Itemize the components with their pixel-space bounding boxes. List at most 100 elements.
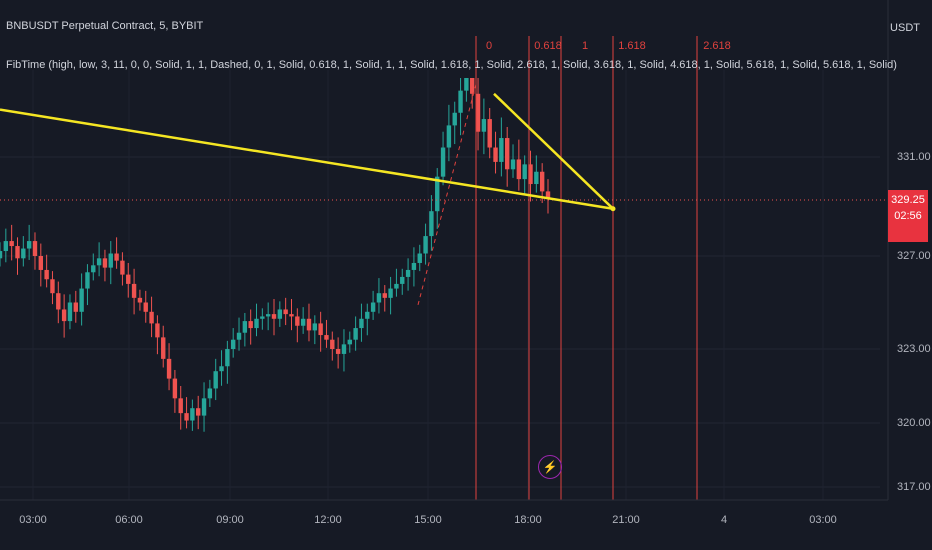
candle-body (295, 316, 300, 326)
candle-body (353, 328, 358, 340)
candle-body (236, 332, 242, 340)
candle-body (528, 164, 533, 185)
candle-body (504, 138, 510, 170)
candle-body (91, 265, 96, 273)
candle-body (32, 241, 38, 256)
candle-body (440, 147, 446, 177)
candle-body (201, 398, 207, 416)
fibtime-study-legend[interactable]: FibTime (high, low, 3, 11, 0, 0, Solid, … (6, 59, 897, 71)
candle-body (38, 256, 44, 270)
time-tick: 03:00 (19, 514, 47, 526)
candle-body (405, 269, 411, 277)
time-tick: 06:00 (115, 514, 143, 526)
candle-body (207, 388, 213, 399)
candle-body (161, 337, 166, 359)
candle-body (225, 349, 230, 367)
candle-body (219, 366, 224, 372)
candle-body (417, 253, 422, 263)
price-tick: 317.00 (897, 481, 931, 493)
candle-body (341, 344, 347, 354)
candle-body (493, 147, 498, 162)
candle-body (330, 339, 335, 349)
candle-body (166, 358, 172, 379)
price-tick: 327.00 (897, 250, 931, 262)
candle-body (475, 93, 481, 132)
currency-label[interactable]: USDT (890, 22, 920, 34)
trendline-long (0, 108, 614, 210)
candle-body (487, 119, 492, 148)
candle-body (324, 335, 329, 340)
candle-body (61, 309, 67, 322)
candle-body (67, 302, 73, 322)
symbol-title[interactable]: BNBUSDT Perpetual Contract, 5, BYBIT (6, 20, 204, 32)
candle-body (230, 339, 236, 349)
candle-body (178, 398, 183, 414)
candle-body (190, 408, 195, 421)
candle-body (300, 318, 306, 326)
candle-body (365, 311, 370, 319)
fib-time-label: 1 (581, 40, 589, 52)
candle-body (335, 349, 341, 354)
time-tick: 09:00 (216, 514, 244, 526)
candle-body (44, 269, 49, 280)
candle-body (499, 138, 504, 162)
candle-body (213, 371, 218, 389)
candle-body (50, 279, 55, 294)
candle-body (143, 302, 148, 312)
candle-body (137, 297, 143, 303)
candle-body (102, 258, 108, 268)
fib-time-label: 0 (485, 40, 493, 52)
candle-body (248, 321, 253, 329)
candle-body (545, 191, 551, 199)
price-tick: 323.00 (897, 343, 931, 355)
bar-countdown: 02:56 (894, 210, 922, 222)
candle-body (400, 276, 405, 284)
time-tick: 15:00 (414, 514, 442, 526)
candle-body (522, 164, 527, 180)
candle-body (376, 293, 382, 303)
candle-body (56, 293, 61, 310)
candle-body (277, 309, 283, 319)
lightning-bolt-icon[interactable]: ⚡ (538, 455, 562, 479)
candle-body (481, 119, 487, 132)
candle-body (539, 171, 545, 192)
fib-base-dashed-line (417, 84, 477, 305)
candle-body (271, 314, 277, 319)
candle-body (85, 272, 90, 289)
candle-body (429, 211, 434, 237)
candle-body (155, 323, 160, 338)
price-tick: 320.00 (897, 417, 931, 429)
fib-time-label: 2.618 (703, 40, 731, 52)
candle-body (347, 339, 352, 345)
candle-body (26, 241, 32, 249)
candle-body (265, 314, 271, 317)
candle-body (79, 288, 84, 312)
candle-body (172, 378, 178, 399)
trendline-upper (493, 92, 614, 210)
candle-body (411, 262, 417, 270)
trendline-anchor (610, 206, 616, 212)
candle-body (370, 302, 376, 312)
time-tick: 12:00 (314, 514, 342, 526)
candle-body (73, 302, 78, 312)
candle-body (388, 288, 393, 298)
candle-body (96, 258, 102, 266)
candle-body (382, 293, 387, 298)
candle-body (131, 283, 137, 298)
candle-body (446, 125, 452, 148)
candle-body (254, 318, 259, 329)
last-price: 329.25 (891, 194, 925, 206)
candle-body (510, 159, 516, 170)
candle-body (452, 112, 457, 126)
candle-body (283, 309, 288, 315)
candle-body (9, 241, 14, 247)
time-tick: 21:00 (612, 514, 640, 526)
candle-body (359, 318, 364, 329)
candle-body (149, 311, 154, 324)
last-price-badge: 329.25 02:56 (888, 190, 928, 242)
candle-body (120, 260, 125, 275)
candle-body (184, 413, 189, 421)
candle-body (108, 253, 113, 268)
candle-body (470, 78, 475, 94)
